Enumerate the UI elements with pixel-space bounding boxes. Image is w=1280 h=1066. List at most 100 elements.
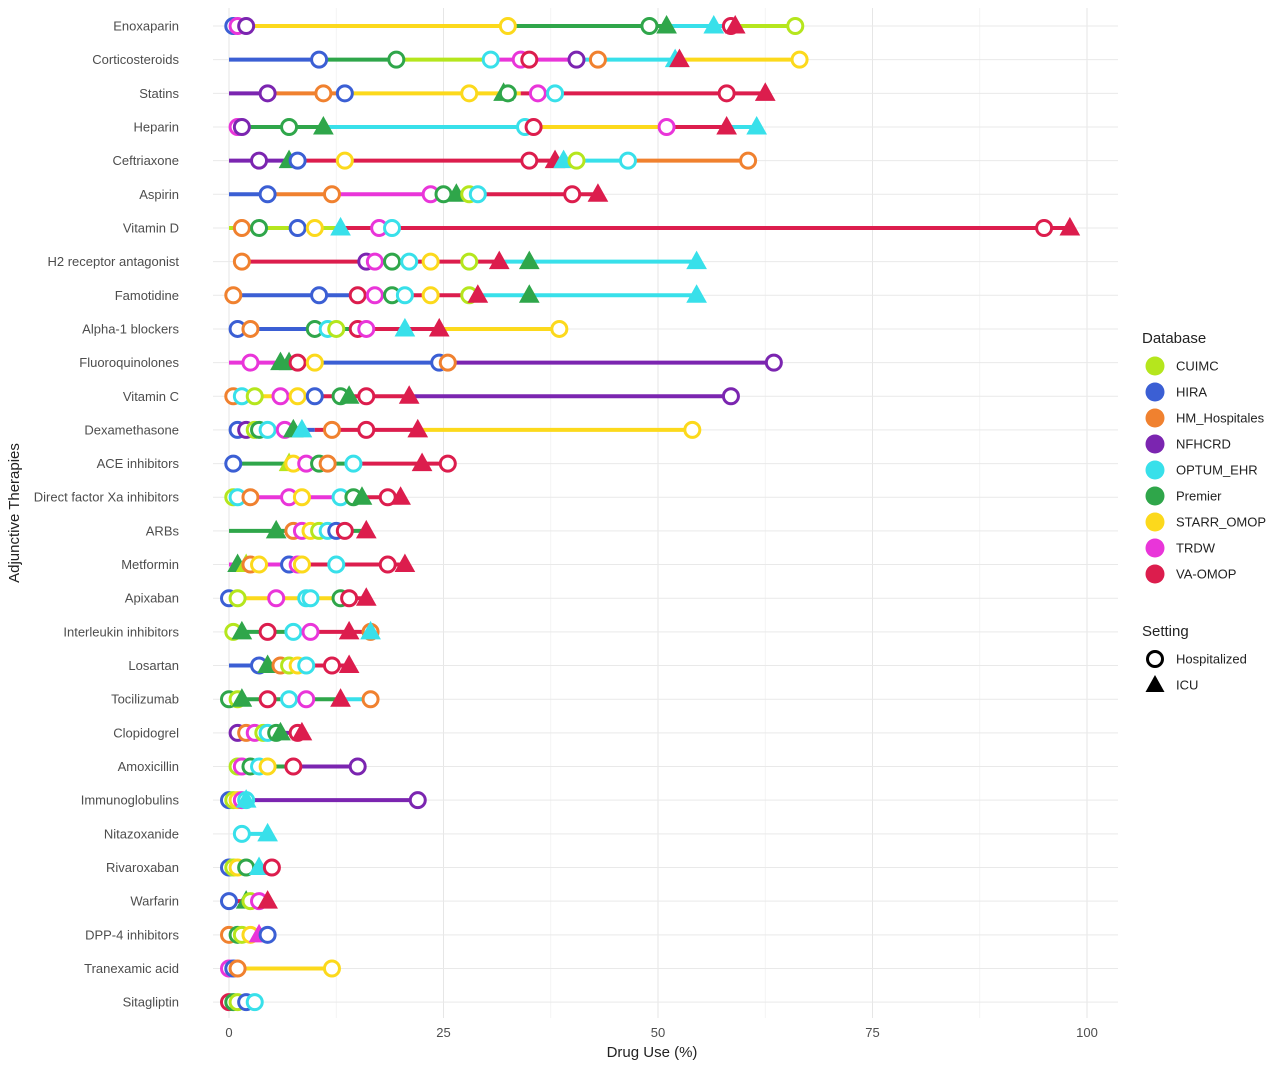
point-ceftriaxone-starr-omop-hospitalized <box>335 151 354 170</box>
point-statins-hm-hospitales-hospitalized <box>314 84 333 103</box>
point-direct-factor-xa-inhibitors-starr-omop-hospitalized <box>292 488 311 507</box>
point-h2-receptor-antagonist-premier-icu <box>518 250 540 270</box>
point-dexamethasone-optum-ehr-icu <box>291 418 313 438</box>
legend-label-hm-hospitales: HM_Hospitales <box>1176 411 1265 426</box>
point-vitamin-c-hira-hospitalized <box>305 387 324 406</box>
point-heparin-nfhcrd-hospitalized <box>232 117 251 136</box>
point-arbs-va-omop-hospitalized <box>335 521 354 540</box>
legend-key-hm-hospitales <box>1145 408 1165 428</box>
point-vitamin-d-va-omop-hospitalized <box>1035 218 1054 237</box>
y-tick-label-metformin: Metformin <box>121 557 179 572</box>
legend-key-cuimc <box>1145 356 1165 376</box>
point-heparin-premier-icu <box>313 115 334 135</box>
legend-label-optum-ehr: OPTUM_EHR <box>1176 463 1258 478</box>
point-metformin-va-omop-hospitalized <box>378 555 397 574</box>
range-segments <box>229 24 1070 1005</box>
point-famotidine-hm-hospitales-hospitalized <box>224 286 243 305</box>
legend-key-hira <box>1145 382 1165 402</box>
legend: Database CUIMC HIRA HM_Hospitales NFHCRD OPT… <box>1142 330 1266 693</box>
point-tranexamic-acid-hm-hospitales-hospitalized <box>228 959 247 978</box>
point-metformin-va-omop-icu <box>394 553 416 573</box>
point-interleukin-inhibitors-trdw-hospitalized <box>301 622 320 641</box>
point-tocilizumab-va-omop-icu <box>330 688 351 707</box>
y-tick-label-warfarin: Warfarin <box>130 894 179 909</box>
y-tick-label-direct-factor-xa-inhibitors: Direct factor Xa inhibitors <box>34 490 180 505</box>
point-vitamin-c-nfhcrd-hospitalized <box>721 387 740 406</box>
point-fluoroquinolones-hm-hospitales-hospitalized <box>438 353 457 372</box>
point-h2-receptor-antagonist-cuimc-hospitalized <box>460 252 479 271</box>
point-dexamethasone-va-omop-hospitalized <box>357 420 376 439</box>
point-fluoroquinolones-va-omop-hospitalized <box>288 353 307 372</box>
legend-label-premier: Premier <box>1176 489 1222 504</box>
y-axis-title: Adjunctive Therapies <box>6 443 23 583</box>
point-vitamin-d-va-omop-icu <box>1059 216 1081 236</box>
legend-label-starr-omop: STARR_OMOP <box>1176 515 1266 530</box>
point-vitamin-d-hira-hospitalized <box>288 218 307 237</box>
point-enoxaparin-cuimc-hospitalized <box>786 17 805 35</box>
point-h2-receptor-antagonist-optum-ehr-icu <box>686 250 707 270</box>
legend-label-trdw: TRDW <box>1176 541 1216 556</box>
point-famotidine-hira-hospitalized <box>310 286 329 305</box>
point-corticosteroids-nfhcrd-hospitalized <box>567 50 586 69</box>
point-alpha-1-blockers-hm-hospitales-hospitalized <box>241 319 260 338</box>
point-interleukin-inhibitors-va-omop-icu <box>338 620 360 640</box>
point-dexamethasone-hm-hospitales-hospitalized <box>322 420 341 439</box>
x-tick-label-25: 25 <box>436 1025 450 1040</box>
x-tick-label-0: 0 <box>225 1025 232 1040</box>
legend-label-va-omop: VA-OMOP <box>1176 567 1236 582</box>
point-tocilizumab-hm-hospitales-hospitalized <box>361 690 380 709</box>
x-axis-title: Drug Use (%) <box>607 1044 698 1061</box>
point-corticosteroids-premier-hospitalized <box>387 50 406 69</box>
point-amoxicillin-starr-omop-hospitalized <box>258 757 277 776</box>
point-immunoglobulins-nfhcrd-hospitalized <box>408 791 427 810</box>
legend-label-hospitalized: Hospitalized <box>1176 652 1247 667</box>
point-h2-receptor-antagonist-optum-ehr-hospitalized <box>400 252 419 271</box>
y-tick-label-h2-receptor-antagonist: H2 receptor antagonist <box>47 254 179 269</box>
y-tick-label-rivaroxaban: Rivaroxaban <box>106 860 179 875</box>
point-clopidogrel-va-omop-icu <box>291 721 313 741</box>
point-interleukin-inhibitors-premier-icu <box>231 620 253 640</box>
point-enoxaparin-nfhcrd-hospitalized <box>237 17 256 35</box>
point-enoxaparin-premier-hospitalized <box>640 17 659 35</box>
point-ace-inhibitors-hm-hospitales-hospitalized <box>318 454 337 473</box>
x-tick-label-100: 100 <box>1076 1025 1098 1040</box>
y-tick-label-heparin: Heparin <box>133 119 179 134</box>
point-corticosteroids-hira-hospitalized <box>310 50 329 69</box>
legend-key-premier <box>1145 486 1165 506</box>
point-ace-inhibitors-hira-hospitalized <box>224 454 243 473</box>
point-enoxaparin-starr-omop-hospitalized <box>498 17 517 35</box>
point-metformin-starr-omop-hospitalized <box>250 555 269 574</box>
y-tick-label-sitagliptin: Sitagliptin <box>123 995 179 1010</box>
point-corticosteroids-va-omop-hospitalized <box>520 50 539 69</box>
point-corticosteroids-hm-hospitales-hospitalized <box>588 50 607 69</box>
point-dexamethasone-starr-omop-hospitalized <box>683 420 702 439</box>
point-ceftriaxone-hm-hospitales-hospitalized <box>739 151 758 170</box>
data-points <box>220 14 1081 1012</box>
point-famotidine-optum-ehr-hospitalized <box>395 286 414 305</box>
legend-key-starr-omop <box>1145 512 1165 532</box>
point-direct-factor-xa-inhibitors-va-omop-icu <box>390 486 411 505</box>
point-vitamin-c-trdw-hospitalized <box>271 387 290 406</box>
point-losartan-va-omop-hospitalized <box>322 656 341 675</box>
point-sitagliptin-optum-ehr-hospitalized <box>245 993 264 1012</box>
point-losartan-optum-ehr-hospitalized <box>297 656 316 675</box>
point-interleukin-inhibitors-va-omop-hospitalized <box>258 622 277 641</box>
y-tick-label-aspirin: Aspirin <box>139 187 179 202</box>
point-apixaban-trdw-hospitalized <box>267 589 286 608</box>
point-tocilizumab-va-omop-hospitalized <box>258 690 277 709</box>
point-statins-va-omop-icu <box>754 82 776 101</box>
legend-database-title: Database <box>1142 330 1206 347</box>
x-axis-tick-labels: 0 25 50 75 100 <box>225 1025 1097 1040</box>
point-vitamin-c-premier-icu <box>338 385 360 404</box>
point-fluoroquinolones-nfhcrd-hospitalized <box>764 353 783 372</box>
point-ace-inhibitors-va-omop-hospitalized <box>438 454 457 473</box>
point-metformin-optum-ehr-hospitalized <box>327 555 346 574</box>
y-tick-label-famotidine: Famotidine <box>115 288 179 303</box>
point-aspirin-optum-ehr-hospitalized <box>468 185 487 204</box>
point-corticosteroids-starr-omop-hospitalized <box>790 50 809 69</box>
point-vitamin-d-starr-omop-hospitalized <box>305 218 324 237</box>
point-aspirin-va-omop-icu <box>587 183 609 202</box>
point-nitazoxanide-optum-ehr-hospitalized <box>232 824 251 843</box>
y-tick-label-statins: Statins <box>139 86 179 101</box>
point-alpha-1-blockers-optum-ehr-icu <box>394 317 416 337</box>
